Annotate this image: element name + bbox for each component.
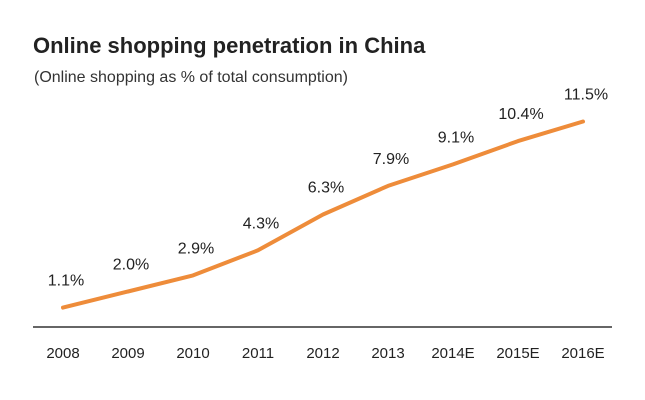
chart-subtitle: (Online shopping as % of total consumpti… [34,69,348,86]
x-tick-label: 2013 [371,345,404,362]
x-tick-label: 2008 [46,345,79,362]
data-label: 1.1% [48,273,84,290]
data-label: 6.3% [308,180,344,197]
data-label: 7.9% [373,151,409,168]
chart-title: Online shopping penetration in China [33,33,426,58]
x-tick-label: 2012 [306,345,339,362]
series-line [61,119,585,310]
x-tick-label: 2014E [431,345,474,362]
x-tick-label: 2010 [176,345,209,362]
x-tick-label: 2015E [496,345,539,362]
data-label: 9.1% [438,129,474,146]
x-tick-label: 2016E [561,345,604,362]
x-tick-label: 2011 [242,345,274,362]
x-tick-label: 2009 [111,345,144,362]
data-label: 10.4% [498,106,543,123]
data-label: 4.3% [243,215,279,232]
data-label: 2.0% [113,257,149,274]
data-label: 11.5% [564,86,608,103]
data-label: 2.9% [178,240,214,257]
